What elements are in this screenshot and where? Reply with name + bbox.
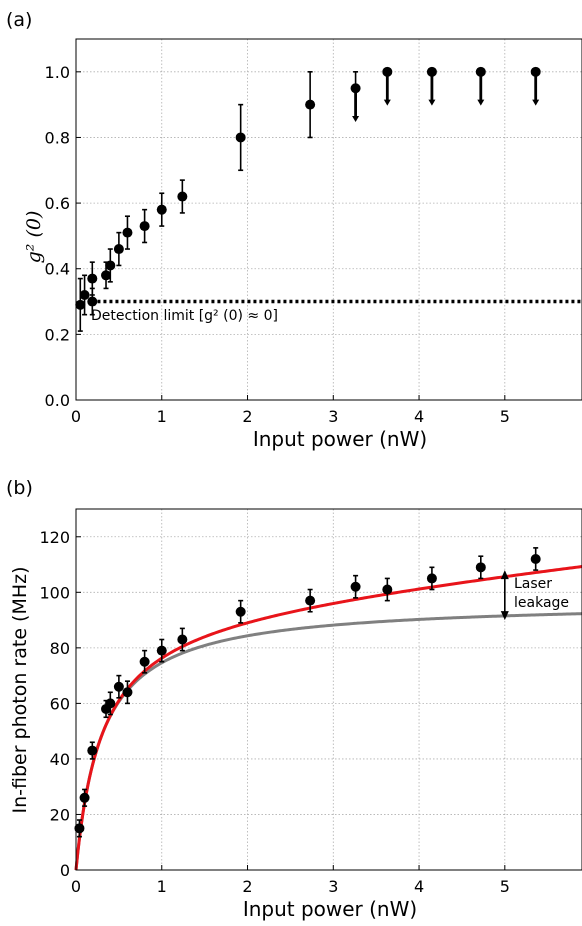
y-tick-label: 0.4 xyxy=(45,260,70,279)
y-tick-label: 20 xyxy=(50,805,70,824)
laser-leakage-annotation: Laser leakage xyxy=(500,570,569,621)
panel-b-grid xyxy=(75,509,582,871)
data-point xyxy=(177,191,188,202)
data-point xyxy=(105,260,116,271)
panel-a-grid xyxy=(75,39,582,401)
data-point xyxy=(475,562,486,573)
data-point xyxy=(79,289,90,300)
data-point xyxy=(426,573,437,584)
x-tick-label: 0 xyxy=(71,877,81,896)
y-tick-label: 1.0 xyxy=(45,63,70,82)
panel-b-data xyxy=(74,547,541,838)
x-tick-label: 4 xyxy=(414,877,424,896)
x-tick-label: 3 xyxy=(328,407,338,426)
data-point xyxy=(382,584,393,595)
data-point xyxy=(113,681,124,692)
data-point xyxy=(87,745,98,756)
panel-a-xlabel: Input power (nW) xyxy=(253,427,427,451)
data-point xyxy=(87,296,98,307)
laser-leakage-label-line2: leakage xyxy=(514,595,569,611)
x-tick-label: 5 xyxy=(500,877,510,896)
panel-a-data xyxy=(75,66,541,332)
upper-limit-arrowhead xyxy=(352,116,360,123)
data-point xyxy=(156,204,167,215)
data-point xyxy=(156,645,167,656)
data-point xyxy=(79,792,90,803)
x-tick-label: 2 xyxy=(242,877,252,896)
panel-b-frame xyxy=(75,508,582,871)
upper-limit-arrowhead xyxy=(428,99,436,106)
y-tick-label: 80 xyxy=(50,639,70,658)
x-tick-label: 4 xyxy=(414,407,424,426)
data-point xyxy=(74,823,85,834)
data-point xyxy=(530,553,541,564)
data-point xyxy=(235,132,246,143)
arrowhead-down xyxy=(500,611,509,621)
data-point xyxy=(305,595,316,606)
panel-b-ylabel: In-fiber photon rate (MHz) xyxy=(9,566,31,813)
data-point xyxy=(122,687,133,698)
data-point xyxy=(382,66,393,77)
data-point xyxy=(105,698,116,709)
data-point xyxy=(235,606,246,617)
data-point xyxy=(426,66,437,77)
upper-limit-arrowhead xyxy=(477,99,485,106)
data-point xyxy=(350,83,361,94)
panel-a-ticks: 0 1 2 3 4 5 0.0 0.2 0.4 0.6 0.8 1.0 xyxy=(45,63,510,426)
panel-a-frame xyxy=(75,38,582,401)
y-tick-label: 100 xyxy=(39,583,70,602)
panel-b-xlabel: Input power (nW) xyxy=(243,897,417,921)
panel-b-fits xyxy=(74,565,582,871)
x-tick-label: 3 xyxy=(328,877,338,896)
panel-a-ylabel: g² (0) xyxy=(23,211,45,264)
detection-limit-label: Detection limit [g² (0) ≈ 0] xyxy=(91,308,278,324)
panel-a: (a) 0 1 2 3 4 5 0.0 0.2 0.4 0.6 0.8 1.0 Detection l… xyxy=(6,9,582,451)
data-point xyxy=(113,244,124,255)
y-tick-label: 0.0 xyxy=(45,391,70,410)
y-tick-label: 0.6 xyxy=(45,194,70,213)
data-point xyxy=(122,227,133,238)
y-tick-label: 0.2 xyxy=(45,325,70,344)
data-point xyxy=(101,270,112,281)
y-tick-label: 0.8 xyxy=(45,128,70,147)
upper-limit-arrowhead xyxy=(383,99,391,106)
y-tick-label: 0 xyxy=(60,861,70,880)
data-point xyxy=(350,581,361,592)
arrowhead-up xyxy=(500,570,509,580)
data-point xyxy=(530,66,541,77)
x-tick-label: 0 xyxy=(71,407,81,426)
y-tick-label: 60 xyxy=(50,694,70,713)
panel-a-label: (a) xyxy=(6,9,32,31)
data-point xyxy=(305,99,316,110)
data-point xyxy=(475,66,486,77)
data-point xyxy=(139,221,150,232)
data-point xyxy=(75,299,86,310)
x-tick-label: 2 xyxy=(242,407,252,426)
panel-b-label: (b) xyxy=(6,477,33,499)
data-point xyxy=(139,656,150,667)
laser-leakage-label-line1: Laser xyxy=(514,576,552,592)
fit-curve-with-leakage xyxy=(74,565,582,871)
x-tick-label: 1 xyxy=(157,407,167,426)
panel-b-ticks: 0 1 2 3 4 5 0 20 40 60 80 100 120 xyxy=(39,528,509,896)
y-tick-label: 40 xyxy=(50,750,70,769)
y-tick-label: 120 xyxy=(39,528,70,547)
panel-a-detection-limit: Detection limit [g² (0) ≈ 0] xyxy=(91,299,582,324)
data-point xyxy=(87,273,98,284)
fit-curve-saturation xyxy=(74,612,582,871)
upper-limit-arrowhead xyxy=(532,99,540,106)
x-tick-label: 1 xyxy=(157,877,167,896)
x-tick-label: 5 xyxy=(500,407,510,426)
data-point xyxy=(177,634,188,645)
